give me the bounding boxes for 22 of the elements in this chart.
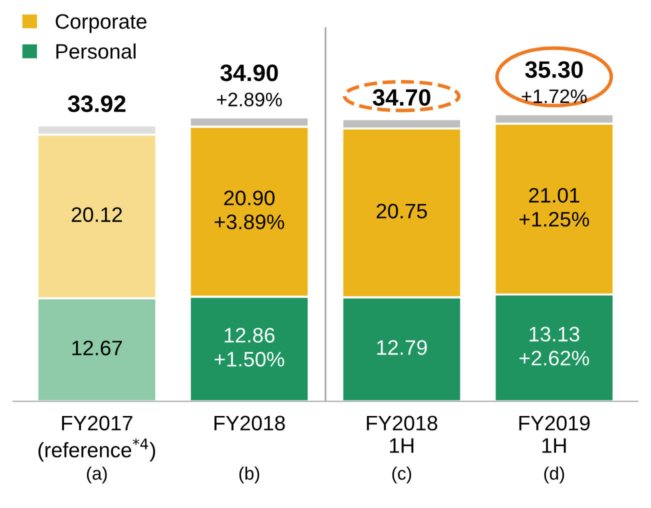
x-tick-label: FY2018 1H	[366, 416, 438, 453]
data-label: 12.67	[72, 340, 122, 356]
x-tick-label: FY2018	[214, 416, 285, 431]
total-label: 33.92	[68, 95, 126, 112]
total-label: 34.90 +2.89%	[216, 64, 282, 106]
total-label: 35.30 +1.72%	[522, 61, 587, 104]
data-label: 13.13 +2.62%	[520, 326, 590, 366]
data-label: 12.86 +1.50%	[214, 328, 284, 367]
data-label: 12.79	[377, 340, 427, 355]
total-label: 34.70	[372, 89, 430, 106]
text: (a)	[86, 466, 107, 484]
data-label: 20.12	[72, 207, 122, 222]
data-label: 20.75	[376, 204, 427, 218]
data-label: 20.90 +3.89%	[214, 190, 284, 230]
x-tick-label: FY2019 1H	[519, 416, 590, 453]
legend-label: Personal	[56, 43, 136, 59]
data-label: 21.01 +1.25%	[520, 188, 590, 227]
text: (b)	[239, 466, 260, 484]
text: (c)	[392, 466, 412, 484]
text: (d)	[544, 466, 564, 484]
x-tick-label: FY2017 (reference$^{*4}$)	[38, 416, 156, 462]
legend-label: Corporate	[56, 14, 146, 33]
